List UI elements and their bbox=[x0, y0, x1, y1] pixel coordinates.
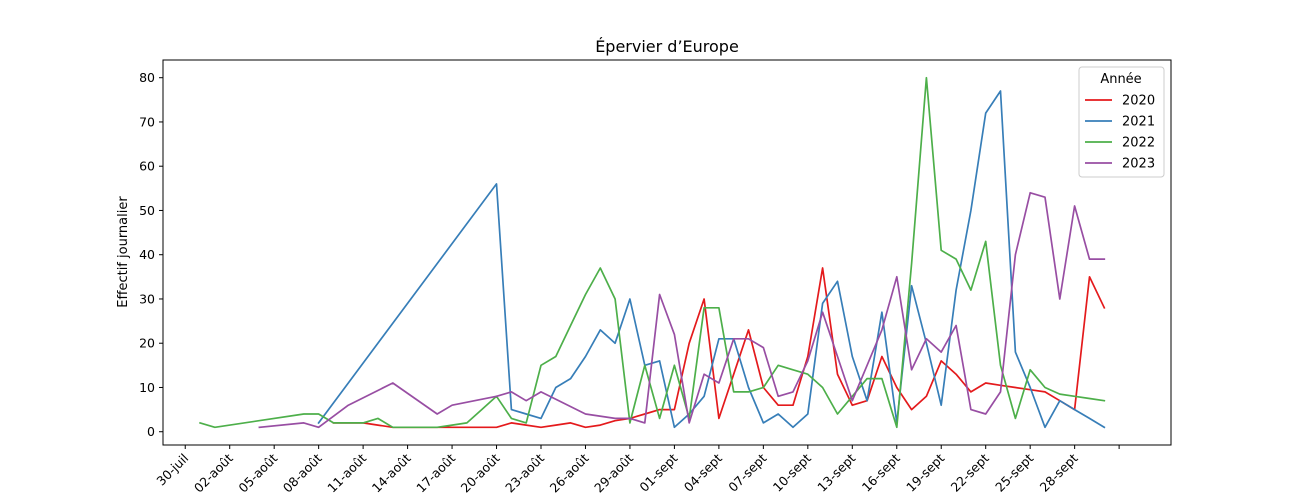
x-tick-label: 07-sept bbox=[725, 450, 769, 494]
x-axis: 30-juil 02-août 05-août 08-août 11-août 14-ao… bbox=[153, 445, 1120, 495]
x-tick-label: 26-août bbox=[547, 450, 592, 495]
x-tick-label: 13-sept bbox=[814, 450, 858, 494]
y-tick-label: 50 bbox=[139, 203, 155, 218]
legend-label-2022: 2022 bbox=[1122, 136, 1155, 151]
y-tick-label: 0 bbox=[147, 424, 155, 439]
y-tick-label: 10 bbox=[139, 380, 155, 395]
x-tick-label: 29-août bbox=[591, 450, 636, 495]
x-tick-label: 30-juil bbox=[153, 451, 191, 489]
x-tick-label: 23-août bbox=[502, 450, 547, 495]
series-line-2021 bbox=[317, 90, 1106, 429]
plot-area bbox=[162, 59, 1172, 446]
legend-label-2020: 2020 bbox=[1122, 94, 1155, 109]
legend-frame bbox=[1078, 66, 1165, 178]
x-tick-label: 22-sept bbox=[948, 450, 992, 494]
y-tick-label: 40 bbox=[139, 247, 155, 262]
x-tick-label: 14-août bbox=[369, 450, 414, 495]
chart-title: Épervier d’Europe bbox=[595, 37, 739, 56]
x-tick-label: 17-août bbox=[413, 450, 458, 495]
y-axis: 0 10 20 30 40 50 60 70 80 bbox=[139, 70, 163, 439]
y-tick-label: 60 bbox=[139, 159, 155, 174]
x-tick-label: 19-sept bbox=[903, 450, 947, 494]
x-tick-label: 11-août bbox=[324, 450, 369, 495]
y-tick-label: 70 bbox=[139, 114, 155, 129]
x-tick-label: 05-août bbox=[235, 450, 280, 495]
y-tick-label: 30 bbox=[139, 291, 155, 306]
x-tick-label: 28-sept bbox=[1037, 450, 1081, 494]
y-tick-label: 80 bbox=[139, 70, 155, 85]
series-layer bbox=[199, 76, 1106, 429]
x-tick-label: 02-août bbox=[191, 450, 236, 495]
legend-label-2021: 2021 bbox=[1122, 115, 1155, 130]
x-tick-label: 04-sept bbox=[681, 450, 725, 494]
series-line-2023 bbox=[258, 191, 1106, 429]
series-line-2020 bbox=[332, 267, 1106, 429]
series-line-2022 bbox=[199, 76, 1106, 429]
x-tick-label: 10-sept bbox=[770, 450, 814, 494]
plot-frame bbox=[162, 59, 1172, 446]
y-tick-label: 20 bbox=[139, 336, 155, 351]
legend-items: 2020 2021 2022 2023 bbox=[1085, 94, 1155, 172]
legend: Année 2020 2021 2022 2023 bbox=[1078, 66, 1165, 178]
x-tick-label: 20-août bbox=[458, 450, 503, 495]
legend-label-2023: 2023 bbox=[1122, 157, 1155, 172]
x-tick-label: 25-sept bbox=[992, 450, 1036, 494]
y-axis-label: Effectif journalier bbox=[116, 196, 131, 308]
x-tick-label: 16-sept bbox=[859, 450, 903, 494]
x-tick-label: 08-août bbox=[280, 450, 325, 495]
legend-title: Année bbox=[1100, 72, 1141, 87]
x-tick-label: 01-sept bbox=[636, 450, 680, 494]
